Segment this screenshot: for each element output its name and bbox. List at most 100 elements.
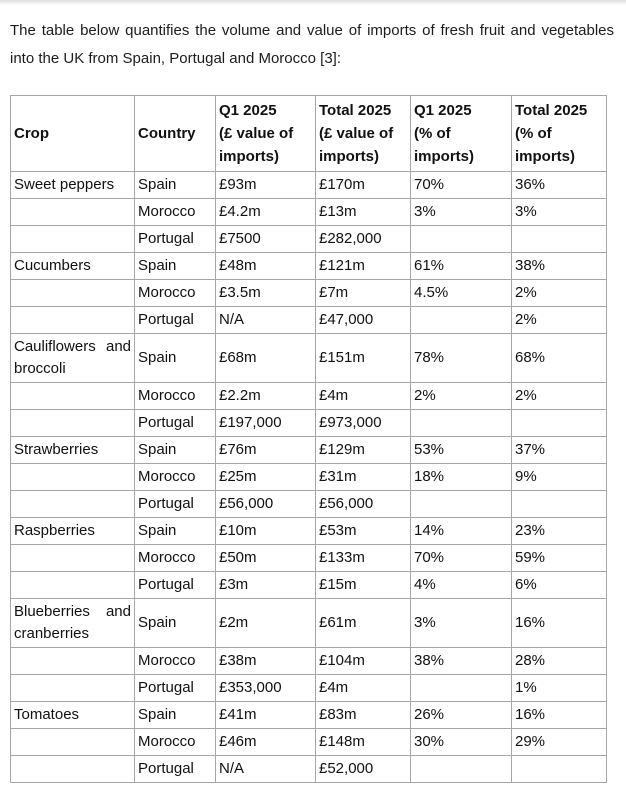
- cell-q1-value: N/A: [215, 755, 316, 783]
- cell-country: Spain: [134, 517, 216, 545]
- cell-crop: [10, 647, 135, 675]
- cell-country: Morocco: [134, 382, 216, 410]
- cell-total-value: £61m: [315, 598, 411, 648]
- cell-q1-pct: 30%: [410, 728, 512, 756]
- col-header-crop: Crop: [10, 95, 135, 172]
- cell-total-pct: 23%: [511, 517, 607, 545]
- page-top-shadow: [0, 0, 626, 5]
- cell-q1-value: £2.2m: [215, 382, 316, 410]
- cell-q1-pct: 53%: [410, 436, 512, 464]
- intro-paragraph: The table below quantifies the volume an…: [10, 22, 614, 67]
- cell-q1-value: £93m: [215, 171, 316, 199]
- cell-total-pct: 2%: [511, 279, 607, 307]
- cell-total-value: £83m: [315, 701, 411, 729]
- cell-crop: [10, 728, 135, 756]
- cell-q1-pct: [410, 755, 512, 783]
- cell-q1-value: £48m: [215, 252, 316, 280]
- cell-q1-value: £3m: [215, 571, 316, 599]
- cell-crop: Cucumbers: [10, 252, 135, 280]
- table-row: Portugal £353,000 £4m 1%: [10, 674, 607, 702]
- table-body: Sweet peppers Spain £93m £170m 70% 36% Morocco…: [10, 171, 607, 783]
- table-row: Morocco £25m £31m 18% 9%: [10, 463, 607, 491]
- cell-q1-pct: 14%: [410, 517, 512, 545]
- col-header-q1-value: Q1 2025 (£ value of imports): [215, 95, 316, 172]
- cell-q1-value: N/A: [215, 306, 316, 334]
- header-row: Crop Country Q1 2025 (£ value of imports…: [10, 95, 607, 172]
- cell-country: Morocco: [134, 544, 216, 572]
- cell-q1-value: £68m: [215, 333, 316, 383]
- cell-total-value: £282,000: [315, 225, 411, 253]
- col-header-total-pct: Total 2025 (% of imports): [511, 95, 607, 172]
- cell-total-pct: [511, 490, 607, 518]
- cell-q1-value: £56,000: [215, 490, 316, 518]
- cell-q1-value: £50m: [215, 544, 316, 572]
- cell-total-pct: 2%: [511, 306, 607, 334]
- cell-crop: Cauliflowers and broccoli: [10, 333, 135, 383]
- cell-q1-pct: 61%: [410, 252, 512, 280]
- cell-q1-value: £353,000: [215, 674, 316, 702]
- cell-total-value: £104m: [315, 647, 411, 675]
- cell-total-value: £121m: [315, 252, 411, 280]
- cell-country: Portugal: [134, 674, 216, 702]
- table-row: Portugal £197,000 £973,000: [10, 409, 607, 437]
- table-row: Morocco £4.2m £13m 3% 3%: [10, 198, 607, 226]
- cell-total-value: £4m: [315, 382, 411, 410]
- cell-country: Morocco: [134, 647, 216, 675]
- cell-total-value: £47,000: [315, 306, 411, 334]
- table-row: Blueberries and cranberries Spain £2m £61m 3…: [10, 598, 607, 648]
- cell-total-pct: 68%: [511, 333, 607, 383]
- cell-q1-pct: 26%: [410, 701, 512, 729]
- cell-crop: Strawberries: [10, 436, 135, 464]
- cell-crop: [10, 755, 135, 783]
- cell-total-pct: 38%: [511, 252, 607, 280]
- cell-total-value: £129m: [315, 436, 411, 464]
- cell-total-value: £151m: [315, 333, 411, 383]
- table-row: Cauliflowers and broccoli Spain £68m £151m 7…: [10, 333, 607, 383]
- cell-total-pct: [511, 225, 607, 253]
- table-row: Sweet peppers Spain £93m £170m 70% 36%: [10, 171, 607, 199]
- cell-q1-pct: 3%: [410, 198, 512, 226]
- cell-q1-pct: 3%: [410, 598, 512, 648]
- cell-total-pct: 37%: [511, 436, 607, 464]
- table-row: Portugal N/A £52,000: [10, 755, 607, 783]
- cell-crop: Raspberries: [10, 517, 135, 545]
- table-row: Morocco £2.2m £4m 2% 2%: [10, 382, 607, 410]
- cell-crop: Blueberries and cranberries: [10, 598, 135, 648]
- cell-country: Spain: [134, 436, 216, 464]
- cell-q1-pct: 38%: [410, 647, 512, 675]
- cell-crop: [10, 571, 135, 599]
- cell-crop: [10, 198, 135, 226]
- cell-total-value: £15m: [315, 571, 411, 599]
- cell-total-pct: 2%: [511, 382, 607, 410]
- cell-country: Morocco: [134, 463, 216, 491]
- imports-table: Crop Country Q1 2025 (£ value of imports…: [10, 95, 607, 783]
- cell-total-value: £148m: [315, 728, 411, 756]
- cell-crop: [10, 544, 135, 572]
- cell-crop: [10, 225, 135, 253]
- cell-country: Morocco: [134, 728, 216, 756]
- table-row: Portugal £56,000 £56,000: [10, 490, 607, 518]
- cell-country: Portugal: [134, 755, 216, 783]
- col-header-q1-pct: Q1 2025 (% of imports): [410, 95, 512, 172]
- cell-q1-pct: [410, 490, 512, 518]
- table-row: Morocco £50m £133m 70% 59%: [10, 544, 607, 572]
- table-row: Tomatoes Spain £41m £83m 26% 16%: [10, 701, 607, 729]
- cell-q1-pct: 78%: [410, 333, 512, 383]
- cell-total-value: £133m: [315, 544, 411, 572]
- cell-total-pct: 6%: [511, 571, 607, 599]
- table-row: Morocco £46m £148m 30% 29%: [10, 728, 607, 756]
- table-row: Portugal N/A £47,000 2%: [10, 306, 607, 334]
- cell-q1-pct: 70%: [410, 171, 512, 199]
- cell-total-value: £13m: [315, 198, 411, 226]
- cell-q1-pct: 2%: [410, 382, 512, 410]
- cell-total-value: £7m: [315, 279, 411, 307]
- cell-total-value: £53m: [315, 517, 411, 545]
- cell-country: Morocco: [134, 198, 216, 226]
- cell-crop: Sweet peppers: [10, 171, 135, 199]
- cell-q1-pct: [410, 225, 512, 253]
- cell-crop: [10, 306, 135, 334]
- cell-q1-pct: [410, 674, 512, 702]
- cell-total-value: £973,000: [315, 409, 411, 437]
- cell-q1-value: £2m: [215, 598, 316, 648]
- cell-q1-value: £7500: [215, 225, 316, 253]
